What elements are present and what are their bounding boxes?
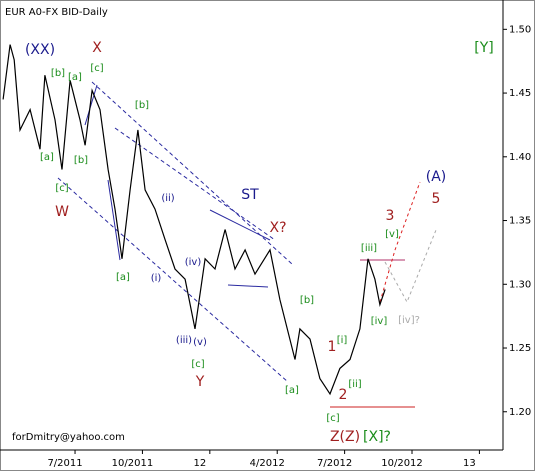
wave-label: Y	[195, 374, 205, 390]
wave-label: [Y]	[474, 40, 493, 56]
wave-label: (A)	[426, 169, 447, 185]
y-tick-label: 1.25	[509, 343, 531, 354]
projection	[384, 229, 437, 304]
wave-label: [b]	[74, 155, 88, 166]
x-tick-label: 10/2012	[381, 458, 423, 469]
wave-label: [ii]	[348, 379, 361, 390]
y-tick-label: 1.45	[509, 88, 531, 99]
wave-label: [i]	[337, 335, 348, 346]
x-tick-label: 7/2012	[317, 458, 352, 469]
wave-label: X	[92, 40, 102, 56]
wedge-line	[84, 84, 98, 126]
wave-label: (ii)	[161, 193, 174, 204]
wave-label: [X]?	[363, 429, 391, 445]
wave-label: (v)	[193, 337, 207, 348]
x-tick-label: 4/2012	[250, 458, 285, 469]
x-tick-label: 13	[463, 458, 476, 469]
wave-label: (XX)	[25, 42, 55, 58]
wave-lines	[57, 81, 437, 408]
x-tick-label: 12	[193, 458, 206, 469]
wave-label: [iv]	[371, 316, 388, 327]
projection	[379, 181, 421, 303]
wave-label: X?	[269, 220, 286, 236]
wave-label: [iii]	[361, 243, 377, 254]
wave-label: [c]	[326, 413, 339, 424]
wave-label: [c]	[191, 359, 204, 370]
triangle-line	[227, 284, 269, 288]
wave-label: [b]	[135, 100, 149, 111]
footer: forDmitry@yahoo.com	[12, 432, 125, 443]
channel-line	[114, 127, 276, 241]
price-line	[2, 44, 386, 396]
wave-label: [b]	[300, 295, 314, 306]
wave-label: 1	[328, 339, 337, 355]
wave-label: (i)	[151, 273, 162, 284]
channel-line	[57, 177, 289, 383]
wave-label: 2	[339, 387, 348, 403]
wave-label: [a]	[116, 272, 130, 283]
wave-label: [v]	[385, 229, 399, 240]
wave-label: [c]	[55, 183, 68, 194]
wave-label: [a]	[40, 152, 54, 163]
y-tick-label: 1.20	[509, 407, 531, 418]
chart-title: EUR A0-FX BID-Daily	[5, 7, 108, 18]
y-tick-label: 1.50	[509, 24, 531, 35]
x-tick-label: 10/2011	[112, 458, 154, 469]
wave-label: [c]	[90, 63, 103, 74]
triangle-line	[209, 209, 271, 241]
wave-label: [b]	[51, 68, 65, 79]
wave-label: (iii)	[176, 335, 192, 346]
wave-label: [a]	[68, 72, 82, 83]
y-tick-label: 1.30	[509, 279, 531, 290]
wave-label: Z(Z)	[330, 429, 360, 445]
wave-label: [a]	[285, 385, 299, 396]
x-tick-label: 7/2011	[47, 458, 82, 469]
wave-label: [iv]?	[398, 315, 420, 326]
y-tick-label: 1.35	[509, 216, 531, 227]
wave-label: W	[55, 204, 69, 220]
y-tick-label: 1.40	[509, 152, 531, 163]
wave-label: 3	[386, 208, 395, 224]
wave-label: 5	[432, 191, 441, 207]
wedge-line	[107, 179, 121, 261]
channel-line	[91, 81, 293, 265]
wave-label: ST	[241, 187, 259, 203]
wave-label: (iv)	[185, 257, 202, 268]
